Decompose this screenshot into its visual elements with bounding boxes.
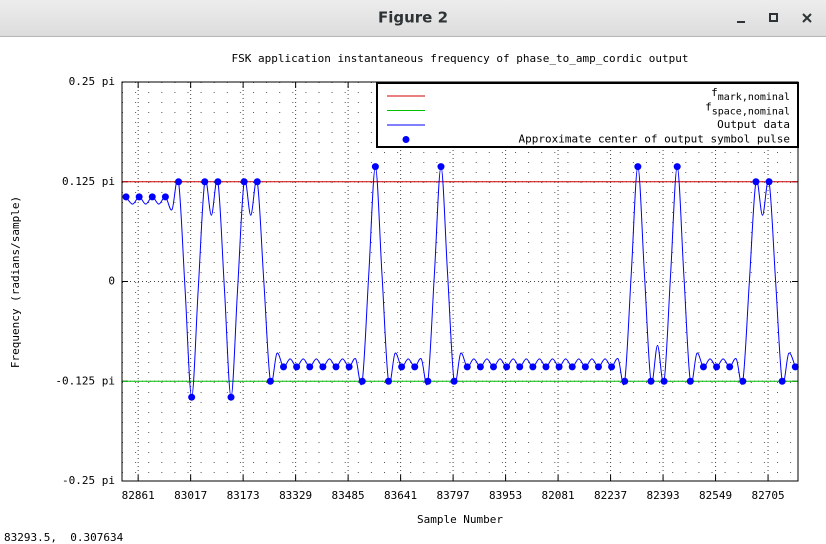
marker	[253, 178, 261, 186]
marker	[608, 363, 616, 371]
marker	[332, 363, 340, 371]
marker	[214, 178, 222, 186]
marker	[358, 377, 366, 385]
marker	[765, 178, 773, 186]
marker	[293, 363, 301, 371]
marker	[686, 377, 694, 385]
y-tick-label: 0.25 pi	[69, 75, 115, 88]
x-tick-label: 83017	[174, 489, 207, 502]
legend-label: fmark,nominal	[711, 86, 790, 103]
x-tick-label: 83329	[279, 489, 312, 502]
marker	[384, 377, 392, 385]
marker	[699, 363, 707, 371]
x-tick-label: 82861	[122, 489, 155, 502]
marker	[739, 377, 747, 385]
marker	[568, 363, 576, 371]
marker	[306, 363, 314, 371]
marker	[398, 363, 406, 371]
marker	[542, 363, 550, 371]
marker	[319, 363, 327, 371]
legend-label: Approximate center of output symbol puls…	[518, 133, 790, 146]
title-bar	[0, 0, 826, 37]
marker	[266, 377, 274, 385]
marker	[726, 363, 734, 371]
marker	[594, 363, 602, 371]
y-tick-label: 0.125 pi	[62, 175, 115, 188]
marker	[555, 363, 563, 371]
x-tick-label: 83797	[437, 489, 470, 502]
y-axis-label: Frequency (radians/sample)	[9, 196, 22, 368]
x-tick-label: 82081	[542, 489, 575, 502]
marker	[752, 178, 760, 186]
marker	[371, 163, 379, 171]
marker	[581, 363, 589, 371]
marker	[463, 363, 471, 371]
marker	[161, 193, 169, 201]
marker	[437, 163, 445, 171]
status-text: 83293.5, 0.307634	[4, 531, 124, 544]
marker	[424, 377, 432, 385]
marker	[240, 178, 248, 186]
marker	[516, 363, 524, 371]
marker	[503, 363, 511, 371]
marker	[634, 163, 642, 171]
marker	[450, 377, 458, 385]
marker	[122, 193, 130, 201]
marker	[660, 377, 668, 385]
marker	[791, 363, 799, 371]
marker	[673, 163, 681, 171]
legend-label: Output data	[717, 118, 790, 131]
x-tick-label: 83641	[384, 489, 417, 502]
chart-title: FSK application instantaneous frequency …	[232, 52, 689, 65]
legend-marker	[402, 136, 410, 143]
marker	[175, 178, 183, 186]
legend-box	[376, 82, 799, 148]
x-tick-label: 82393	[647, 489, 680, 502]
x-tick-label: 83485	[332, 489, 365, 502]
marker	[188, 393, 196, 401]
marker	[345, 363, 353, 371]
marker	[713, 363, 721, 371]
marker	[529, 363, 537, 371]
y-tick-label: 0	[108, 275, 115, 288]
marker	[476, 363, 484, 371]
marker	[201, 178, 209, 186]
marker	[280, 363, 288, 371]
window-title: Figure 2	[378, 9, 448, 27]
marker	[621, 377, 629, 385]
marker	[489, 363, 497, 371]
maximize-button[interactable]	[769, 13, 778, 22]
marker	[148, 193, 156, 201]
y-tick-label: -0.25 pi	[62, 474, 115, 487]
marker	[778, 377, 786, 385]
y-tick-label: -0.125 pi	[55, 374, 115, 387]
marker	[647, 377, 655, 385]
marker	[411, 363, 419, 371]
x-tick-label: 83173	[227, 489, 260, 502]
close-button[interactable]	[802, 13, 812, 23]
x-tick-label: 82549	[699, 489, 732, 502]
legend-label: fspace,nominal	[705, 101, 790, 118]
marker	[227, 393, 235, 401]
x-tick-label: 82705	[751, 489, 784, 502]
x-tick-label: 82237	[594, 489, 627, 502]
x-axis-label: Sample Number	[417, 513, 503, 526]
x-tick-label: 83953	[489, 489, 522, 502]
marker	[135, 193, 143, 201]
